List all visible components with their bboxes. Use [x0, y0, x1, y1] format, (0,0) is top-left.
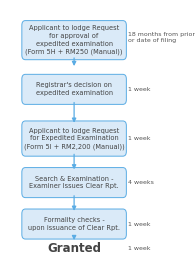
Text: Registrar's decision on
expedited examination: Registrar's decision on expedited examin…: [35, 82, 113, 96]
FancyBboxPatch shape: [22, 20, 126, 60]
Text: 1 week: 1 week: [128, 246, 150, 251]
Text: Search & Examination -
Examiner Issues Clear Rpt.: Search & Examination - Examiner Issues C…: [29, 176, 119, 190]
FancyBboxPatch shape: [22, 74, 126, 104]
Text: 1 week: 1 week: [128, 136, 150, 141]
FancyBboxPatch shape: [22, 121, 126, 156]
Text: Granted: Granted: [47, 242, 101, 255]
Text: Applicant to lodge Request
for Expedited Examination
(Form 5I + RM2,200 (Manual): Applicant to lodge Request for Expedited…: [24, 128, 124, 149]
Text: 4 weeks: 4 weeks: [128, 180, 154, 185]
Text: 1 week: 1 week: [128, 87, 150, 92]
FancyBboxPatch shape: [22, 209, 126, 239]
Text: 1 week: 1 week: [128, 221, 150, 227]
Text: 18 months from priority date
or date of filing: 18 months from priority date or date of …: [128, 32, 195, 43]
Text: Formality checks -
upon issuance of Clear Rpt.: Formality checks - upon issuance of Clea…: [28, 217, 120, 231]
FancyBboxPatch shape: [22, 168, 126, 198]
Text: Applicant to lodge Request
for approval of
expedited examination
(Form 5H + RM25: Applicant to lodge Request for approval …: [25, 25, 123, 55]
